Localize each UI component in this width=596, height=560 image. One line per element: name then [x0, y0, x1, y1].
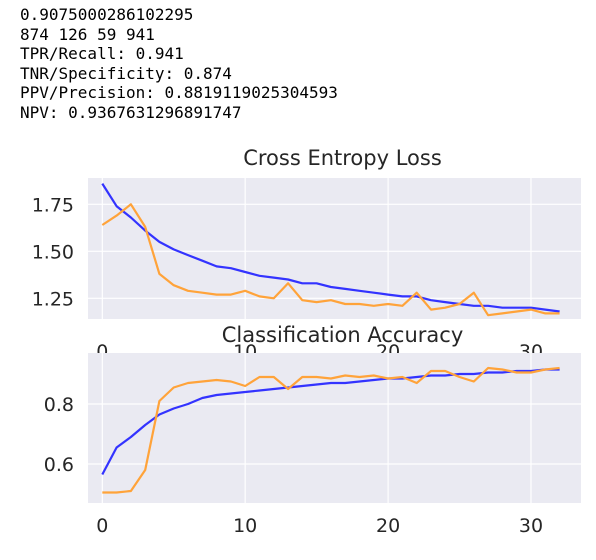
acc-x-tick-label: 20 — [376, 515, 400, 537]
output-line-npv: NPV: 0.9367631296891747 — [20, 102, 242, 122]
acc-y-tick-label: 0.8 — [44, 394, 74, 416]
output-line-confusion-counts: 874 126 59 941 — [20, 24, 155, 44]
output-line-accuracy: 0.9075000286102295 — [20, 5, 194, 24]
acc-x-tick-label: 30 — [519, 515, 543, 537]
loss-chart-title: Cross Entropy Loss — [243, 146, 442, 170]
output-line-specificity: TNR/Specificity: 0.874 — [20, 63, 232, 83]
loss-y-tick-label: 1.50 — [32, 241, 74, 263]
acc-plot-area — [88, 353, 581, 503]
output-line-precision: PPV/Precision: 0.8819119025304593 — [20, 83, 338, 102]
acc-test-line — [102, 366, 560, 494]
acc-chart-title: Classification Accuracy — [222, 323, 464, 347]
loss-test-line — [101, 203, 560, 317]
acc-x-tick-label: 0 — [96, 515, 108, 537]
accuracy-chart: 0 10 20 30 0.6 0.8 Classification Accuracy — [44, 323, 581, 537]
acc-y-tick-label: 0.6 — [44, 454, 74, 476]
acc-x-tick-label: 10 — [233, 515, 257, 537]
cell-output: 0.9075000286102295 874 126 59 941 TPR/Re… — [20, 5, 338, 122]
output-line-recall: TPR/Recall: 0.941 — [20, 44, 184, 63]
loss-y-tick-label: 1.75 — [32, 194, 74, 216]
loss-y-tick-label: 1.25 — [32, 288, 74, 310]
